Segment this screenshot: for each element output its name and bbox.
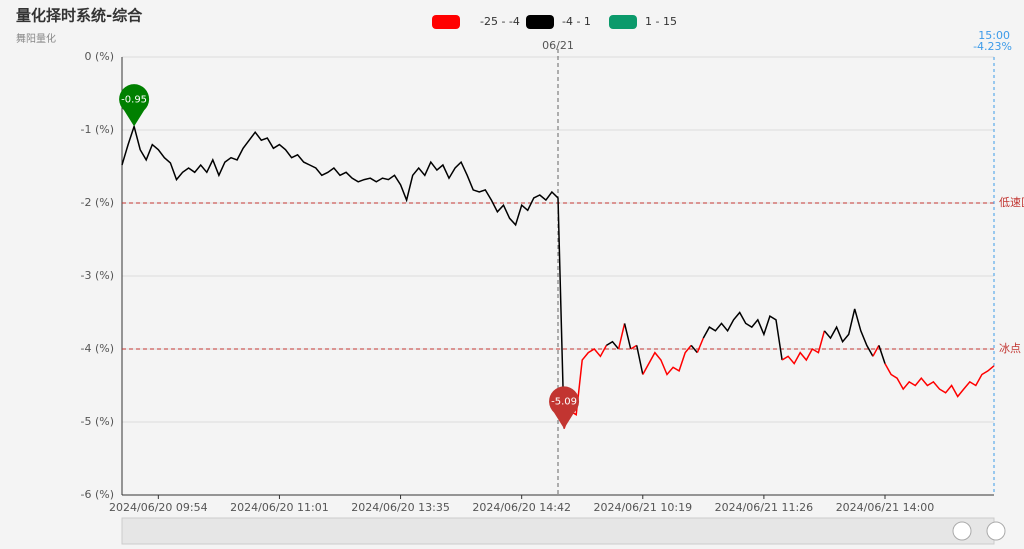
mark-point-label: -0.95 [121, 94, 147, 105]
pointer-time: 15:00 [978, 29, 1010, 42]
y-tick-label: -6 (%) [81, 488, 115, 501]
mark-point [549, 386, 580, 429]
mark-point [119, 84, 150, 127]
line-series [823, 308, 874, 357]
x-tick-label: 2024/06/21 10:19 [593, 501, 692, 514]
line-series [630, 344, 638, 350]
zoom-track[interactable] [121, 517, 995, 545]
x-tick-label: 2024/06/20 11:01 [230, 501, 329, 514]
day-marker-label: 06/21 [542, 39, 574, 52]
x-tick-label: 2024/06/20 09:54 [109, 501, 208, 514]
legend-label: 1 - 15 [645, 15, 677, 28]
line-series [690, 344, 698, 354]
chart-title: 量化择时系统-综合 [16, 7, 143, 25]
x-tick-label: 2024/06/20 14:42 [472, 501, 571, 514]
line-series [617, 323, 626, 350]
chart-subtitle: 舞阳量化 [16, 32, 56, 45]
y-tick-label: -4 (%) [81, 342, 115, 355]
line-series [872, 345, 880, 357]
legend-label: -4 - 1 [562, 15, 591, 28]
line-series [635, 345, 644, 375]
x-tick-label: 2024/06/21 11:26 [715, 501, 814, 514]
legend-swatch [526, 15, 554, 29]
zoom-handle[interactable] [986, 521, 1006, 541]
data-zoom[interactable] [121, 517, 1006, 545]
y-tick-label: -2 (%) [81, 196, 115, 209]
x-tick-label: 2024/06/21 14:00 [836, 501, 935, 514]
y-tick-label: -1 (%) [81, 123, 115, 136]
x-tick-label: 2024/06/20 13:35 [351, 501, 450, 514]
y-tick-label: -5 (%) [81, 415, 115, 428]
mark-line-label: 低速区 [999, 196, 1024, 209]
line-series [623, 323, 632, 350]
line-series [642, 344, 692, 376]
line-series [878, 345, 886, 364]
line-series [606, 340, 620, 350]
line-series [121, 123, 565, 429]
line-series [884, 363, 995, 398]
legend-label: -25 - -4 [480, 15, 520, 28]
line-series [781, 330, 826, 365]
mark-line-label: 冰点 [999, 342, 1021, 355]
line-series [696, 337, 704, 353]
y-tick-label: 0 (%) [84, 50, 114, 63]
line-series [702, 311, 783, 361]
zoom-handle[interactable] [952, 521, 972, 541]
pointer-value: -4.23% [973, 40, 1012, 53]
mark-point-label: -5.09 [551, 397, 577, 408]
y-tick-label: -3 (%) [81, 269, 115, 282]
legend-swatch [432, 15, 460, 29]
legend-swatch [609, 15, 637, 29]
